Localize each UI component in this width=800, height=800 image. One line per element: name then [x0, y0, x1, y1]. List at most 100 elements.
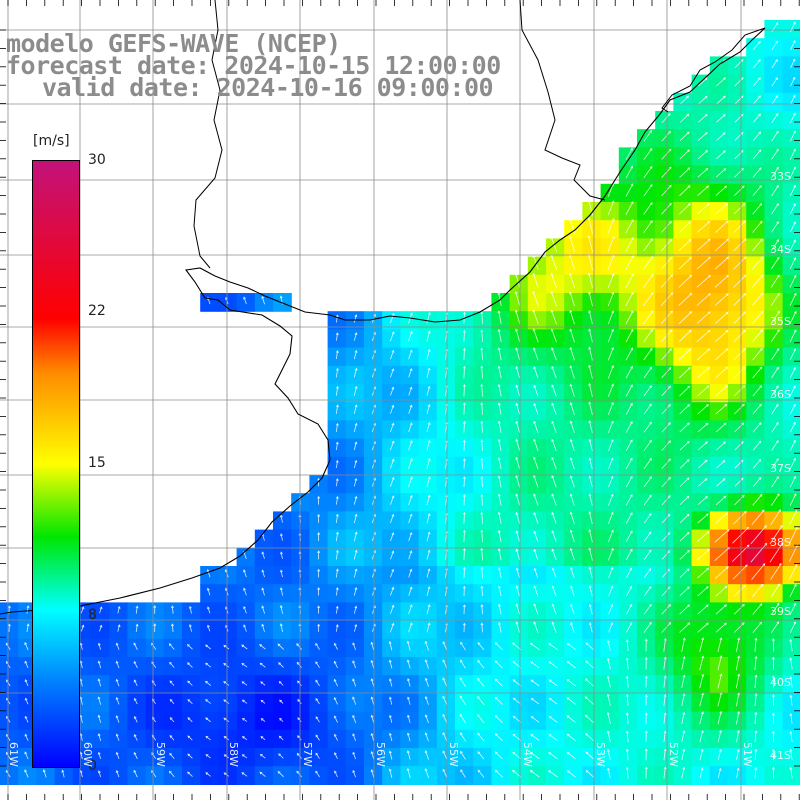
wind-arrow	[570, 585, 575, 597]
wind-arrow	[697, 167, 709, 178]
wind-arrow	[497, 384, 502, 397]
wind-arrow	[752, 149, 762, 160]
wind-cell	[618, 438, 638, 458]
wind-arrow	[494, 715, 503, 724]
wind-arrow	[115, 696, 120, 705]
wind-cell	[782, 693, 800, 713]
wind-arrow	[752, 347, 763, 361]
wind-arrow	[679, 149, 690, 160]
wind-arrow	[789, 748, 793, 761]
wind-arrow	[735, 655, 741, 671]
wind-cell	[746, 329, 765, 349]
wind-arrow	[771, 184, 779, 197]
wind-arrow	[497, 475, 502, 488]
wind-arrow	[752, 366, 763, 379]
wind-arrow	[588, 529, 593, 543]
wind-arrow	[661, 568, 671, 578]
wind-cell	[691, 456, 711, 476]
wind-arrow	[497, 310, 502, 325]
wind-arrow	[370, 751, 375, 760]
wind-arrow	[497, 457, 502, 470]
wind-arrow	[317, 532, 321, 542]
wind-arrow	[207, 624, 211, 632]
wind-arrow	[661, 184, 672, 197]
wind-arrow	[678, 256, 692, 270]
wind-cell	[782, 748, 800, 767]
wind-arrow	[494, 769, 503, 778]
wind-arrow	[771, 148, 779, 160]
wind-arrow	[750, 542, 768, 563]
wind-arrow	[716, 150, 726, 160]
wind-cell	[418, 438, 438, 458]
wind-arrow	[697, 622, 709, 633]
wind-arrow	[789, 366, 796, 378]
wind-arrow	[625, 236, 634, 252]
wind-arrow	[644, 712, 648, 724]
wind-arrow	[333, 642, 338, 650]
wind-arrow	[681, 674, 686, 688]
wind-arrow	[353, 477, 358, 487]
wind-arrow	[426, 513, 431, 524]
wind-arrow	[696, 238, 711, 252]
wind-arrow	[223, 717, 230, 723]
wind-cell	[764, 384, 784, 403]
wind-arrow	[259, 662, 266, 668]
wind-arrow	[643, 403, 652, 415]
wind-arrow	[751, 583, 764, 598]
wind-cell	[400, 475, 420, 494]
wind-arrow	[569, 383, 575, 397]
wind-arrow	[570, 621, 575, 633]
wind-arrow	[625, 493, 633, 506]
wind-arrow	[752, 274, 764, 288]
wind-arrow	[477, 695, 485, 706]
wind-arrow	[551, 530, 557, 542]
wind-cell	[655, 529, 674, 549]
wind-arrow	[480, 365, 484, 379]
wind-arrow	[734, 59, 744, 69]
wind-arrow	[551, 621, 557, 633]
wind-cell	[764, 238, 784, 258]
wind-arrow	[497, 493, 502, 506]
valid-date: valid date: 2024-10-16 09:00:00	[42, 73, 494, 102]
wind-arrow	[789, 638, 793, 652]
wind-arrow	[115, 678, 120, 687]
wind-cell	[382, 602, 401, 622]
wind-arrow	[460, 769, 466, 778]
wind-arrow	[732, 564, 748, 580]
wind-arrow	[515, 567, 520, 578]
wind-arrow	[497, 529, 502, 542]
wind-arrow	[424, 732, 429, 742]
wind-cell	[728, 438, 747, 458]
wind-arrow	[587, 253, 593, 271]
wind-arrow	[171, 605, 174, 614]
wind-arrow	[606, 749, 611, 761]
wind-arrow	[697, 530, 710, 542]
wind-arrow	[335, 404, 339, 414]
wind-arrow	[769, 524, 783, 545]
wind-arrow	[462, 511, 466, 524]
wind-arrow	[643, 255, 654, 270]
wind-arrow	[644, 748, 648, 761]
wind-arrow	[335, 385, 339, 396]
wind-arrow	[678, 274, 693, 288]
wind-cell	[764, 20, 784, 39]
wind-arrow	[353, 513, 358, 524]
wind-arrow	[733, 256, 747, 270]
wind-arrow	[241, 699, 248, 704]
wind-arrow	[462, 365, 466, 379]
wind-arrow	[480, 329, 484, 342]
wind-arrow	[789, 148, 796, 160]
latitude-label: 41S	[770, 749, 791, 762]
wind-arrow	[716, 95, 726, 105]
wind-arrow	[460, 732, 466, 742]
wind-arrow	[169, 717, 175, 723]
wind-arrow	[352, 714, 357, 723]
wind-arrow	[477, 642, 485, 651]
wind-cell	[746, 202, 765, 221]
wind-cell	[618, 365, 638, 385]
wind-arrow	[279, 569, 283, 578]
wind-arrow	[715, 585, 728, 597]
wind-arrow	[679, 513, 690, 524]
wind-arrow	[406, 659, 411, 669]
wind-arrow	[625, 183, 634, 197]
